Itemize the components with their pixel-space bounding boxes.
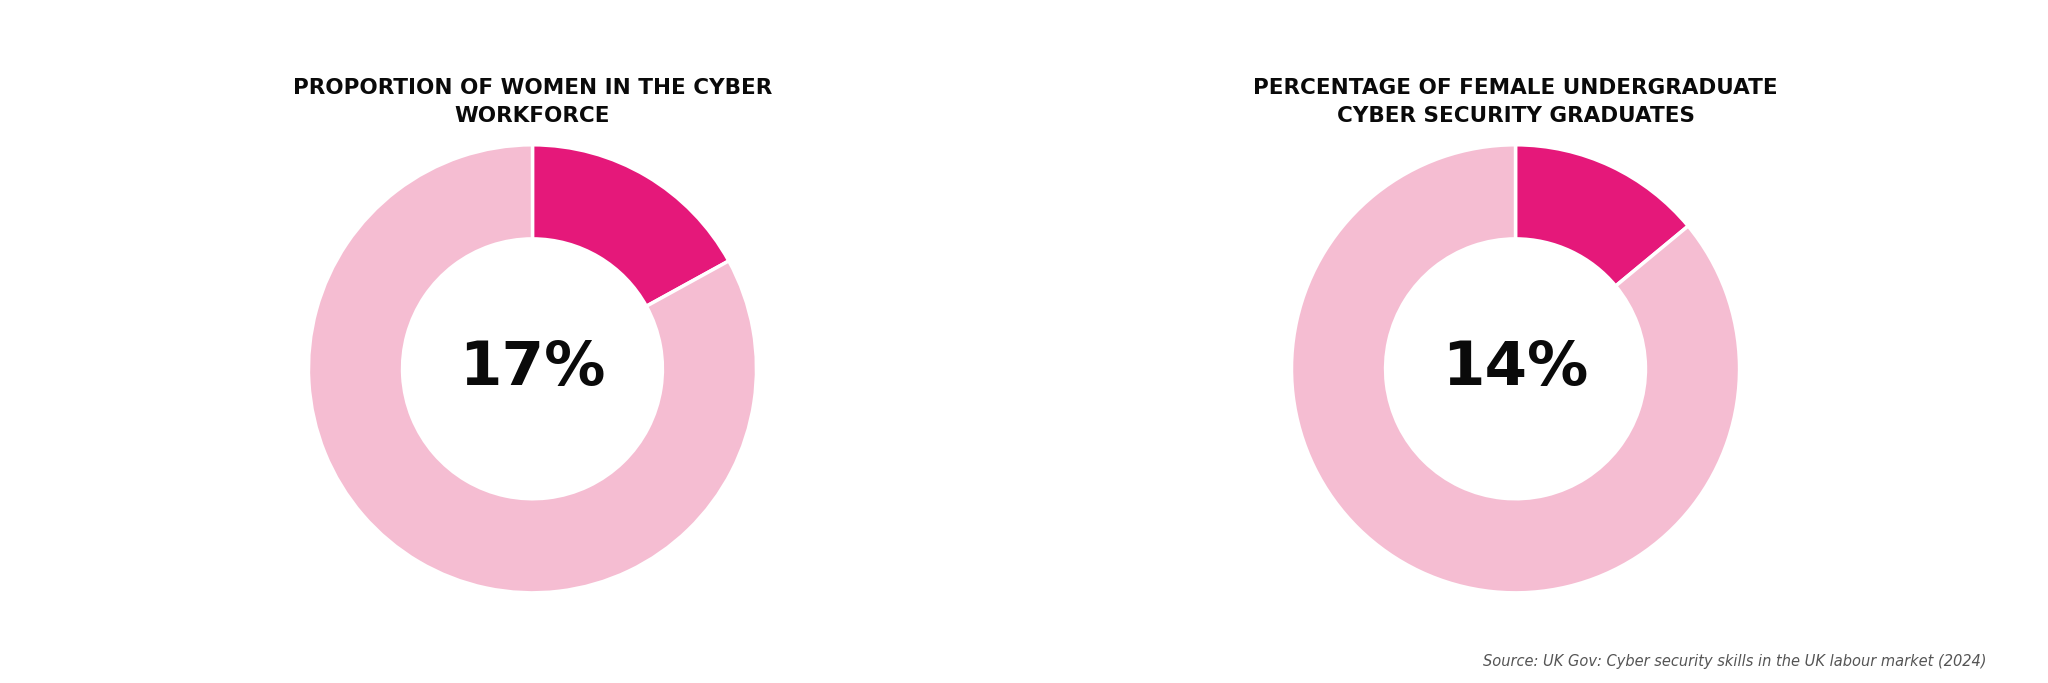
Wedge shape [309,145,756,593]
Wedge shape [1292,145,1739,593]
Wedge shape [532,145,729,306]
Text: 14%: 14% [1442,339,1589,398]
Wedge shape [1516,145,1688,286]
Text: PERCENTAGE OF FEMALE UNDERGRADUATE
CYBER SECURITY GRADUATES: PERCENTAGE OF FEMALE UNDERGRADUATE CYBER… [1253,78,1778,126]
Text: Source: UK Gov: Cyber security skills in the UK labour market (2024): Source: UK Gov: Cyber security skills in… [1483,654,1987,669]
Text: 17%: 17% [459,339,606,398]
Text: PROPORTION OF WOMEN IN THE CYBER
WORKFORCE: PROPORTION OF WOMEN IN THE CYBER WORKFOR… [293,78,772,126]
